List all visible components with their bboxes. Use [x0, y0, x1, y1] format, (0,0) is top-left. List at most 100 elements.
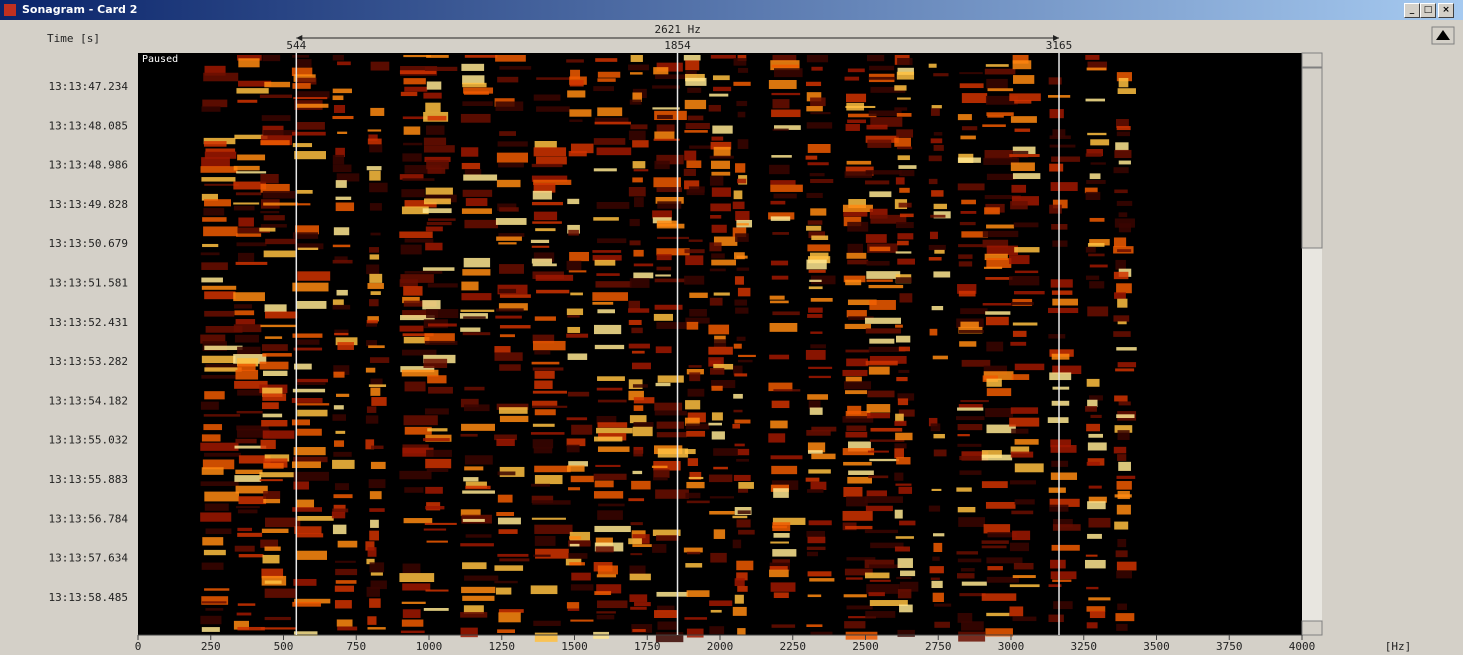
scroll-up[interactable] — [1302, 53, 1322, 67]
spectrum-blob — [869, 300, 896, 310]
spectrum-blob — [205, 148, 235, 152]
spectrum-blob — [1088, 434, 1103, 438]
spectrum-blob — [961, 211, 977, 214]
spectrum-blob — [593, 255, 622, 261]
spectrum-blob — [1048, 308, 1078, 313]
spectrum-blob — [202, 537, 223, 545]
spectrum-blob — [772, 549, 796, 556]
spectrum-blob — [532, 401, 557, 406]
spectrum-blob — [425, 590, 448, 592]
spectrum-blob — [598, 565, 618, 574]
spectrum-blob — [957, 573, 975, 578]
spectrum-blob — [237, 155, 265, 161]
spectrum-blob — [810, 208, 826, 215]
spectrum-blob — [1049, 487, 1066, 492]
spectrum-blob — [809, 520, 832, 525]
spectrum-blob — [533, 391, 567, 394]
spectrum-blob — [734, 373, 747, 376]
spectrum-blob — [535, 141, 557, 148]
spectrum-blob — [807, 394, 828, 400]
minimize-button[interactable]: _ — [1404, 3, 1420, 18]
spectrum-blob — [265, 312, 297, 319]
scroll-thumb[interactable] — [1302, 68, 1322, 248]
spectrum-blob — [807, 314, 822, 318]
spectrum-blob — [1117, 481, 1132, 490]
spectrum-blob — [536, 77, 570, 80]
spectrum-blob — [866, 279, 892, 282]
spectrum-blob — [1091, 162, 1106, 164]
spectrum-blob — [897, 72, 914, 80]
spectrum-blob — [371, 233, 381, 236]
spectrum-blob — [426, 125, 444, 134]
spectrum-blob — [809, 376, 831, 378]
spectrum-blob — [1050, 145, 1076, 148]
spectrum-blob — [686, 160, 701, 168]
spectrum-blob — [957, 434, 969, 436]
x-tick-label: 1250 — [489, 640, 516, 653]
spectrum-blob — [496, 588, 511, 595]
y-tick-label: 13:13:49.828 — [49, 198, 128, 211]
spectrum-blob — [496, 218, 527, 225]
spectrum-blob — [769, 165, 789, 174]
spectrum-blob — [499, 529, 518, 534]
spectrum-blob — [895, 433, 912, 440]
spectrum-blob — [426, 450, 452, 457]
spectrum-blob — [1088, 254, 1104, 257]
spectrum-blob — [957, 444, 981, 447]
spectrum-blob — [297, 410, 327, 417]
spectrum-blob — [983, 303, 1013, 305]
spectrum-blob — [533, 341, 566, 350]
spectrum-blob — [296, 533, 323, 537]
spectrum-blob — [370, 254, 379, 259]
spectrum-blob — [732, 516, 747, 518]
spectrum-blob — [1011, 302, 1034, 305]
spectrum-blob — [570, 80, 584, 86]
spectrum-blob — [335, 600, 352, 608]
spectrum-blob — [462, 163, 480, 169]
spectrum-blob — [655, 489, 689, 498]
spectrum-blob — [425, 506, 444, 509]
spectrum-blob — [686, 482, 704, 488]
spectrum-blob — [710, 215, 721, 219]
spectrum-blob — [425, 341, 458, 345]
spectrum-blob — [1085, 560, 1106, 568]
spectrum-blob — [264, 547, 280, 551]
spectrum-blob — [464, 466, 483, 470]
spectrum-blob — [686, 123, 710, 129]
scroll-down[interactable] — [1302, 621, 1322, 635]
spectrum-blob — [1115, 494, 1132, 497]
spectrum-blob — [201, 375, 237, 379]
spectrum-blob — [500, 325, 531, 328]
maximize-button[interactable]: □ — [1420, 3, 1436, 18]
x-unit-label: [Hz] — [1385, 640, 1412, 653]
spectrum-blob — [657, 224, 685, 229]
spectrum-blob — [773, 488, 789, 498]
spectrum-blob — [336, 180, 347, 188]
spectrum-blob — [461, 628, 478, 638]
spectrum-blob — [294, 526, 321, 534]
spectrum-blob — [632, 177, 643, 182]
spectrum-blob — [427, 428, 447, 431]
close-button[interactable]: × — [1438, 3, 1454, 18]
spectrum-blob — [1010, 480, 1036, 484]
spectrum-blob — [771, 155, 791, 158]
spectrum-blob — [570, 293, 583, 296]
spectrum-blob — [654, 131, 674, 139]
spectrum-blob — [959, 404, 983, 408]
spectrum-blob — [960, 400, 988, 402]
spectrum-blob — [961, 200, 976, 205]
spectrum-blob — [367, 616, 376, 625]
spectrum-blob — [843, 462, 872, 466]
spectrum-blob — [866, 361, 898, 366]
spectrum-blob — [497, 77, 518, 83]
spectrum-blob — [685, 78, 706, 86]
spectrum-blob — [333, 372, 344, 378]
spectrum-blob — [1114, 167, 1129, 173]
spectrum-blob — [334, 405, 344, 409]
spectrum-blob — [1014, 247, 1039, 252]
spectrum-blob — [769, 355, 789, 360]
spectrum-blob — [592, 292, 628, 301]
spectrum-blob — [736, 459, 749, 462]
spectrum-blob — [712, 126, 732, 134]
spectrum-blob — [265, 617, 291, 620]
